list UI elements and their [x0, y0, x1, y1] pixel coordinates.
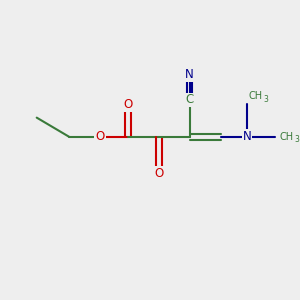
Text: C: C: [186, 94, 194, 106]
Text: N: N: [185, 68, 194, 82]
Text: 3: 3: [263, 95, 268, 104]
Text: O: O: [123, 98, 133, 111]
Text: CH: CH: [249, 92, 263, 101]
Text: N: N: [243, 130, 251, 143]
Text: 3: 3: [294, 135, 299, 144]
Text: CH: CH: [280, 132, 294, 142]
Text: O: O: [95, 130, 105, 143]
Text: O: O: [154, 167, 164, 180]
